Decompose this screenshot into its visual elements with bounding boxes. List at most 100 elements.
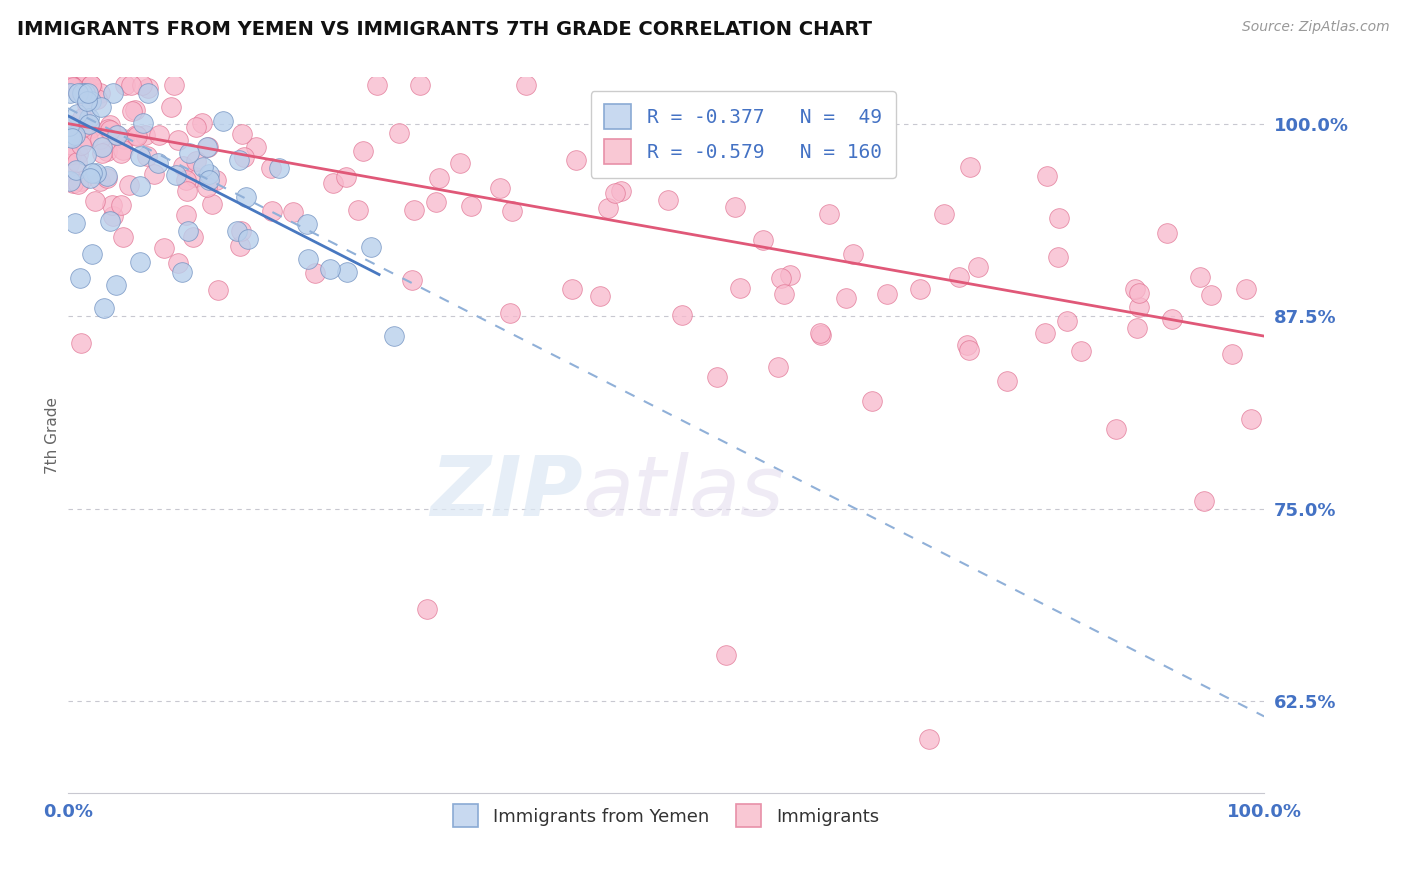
Point [197,140,219,154]
Point [104,128,127,143]
Point [80,95,103,109]
Point [120,78,142,92]
Point [207,283,229,297]
Point [201,196,224,211]
Point [98,123,121,137]
Point [65,162,87,177]
Point [1123,281,1146,295]
Point [165,169,187,183]
Point [918,732,941,747]
Point [58,120,80,134]
Point [297,252,319,267]
Point [70,174,93,188]
Point [124,103,146,117]
Point [172,265,194,279]
Point [1222,347,1244,361]
Point [352,145,374,159]
Point [236,232,259,246]
Point [89,132,111,146]
Point [136,81,159,95]
Point [93,301,115,316]
Point [129,149,152,163]
Point [228,153,250,168]
Point [956,338,979,352]
Point [231,127,253,141]
Point [401,273,423,287]
Point [1188,269,1211,284]
Point [769,140,792,154]
Point [84,166,107,180]
Point [101,198,124,212]
Point [195,139,218,153]
Point [195,180,218,194]
Point [205,172,228,186]
Point [191,116,214,130]
Point [134,128,156,142]
Point [281,205,304,219]
Point [166,133,188,147]
Point [112,132,135,146]
Point [89,86,111,100]
Point [1056,314,1078,328]
Point [404,202,426,217]
Point [997,374,1019,388]
Point [86,91,108,105]
Point [766,360,789,375]
Point [605,186,627,201]
Point [101,209,124,223]
Point [176,173,198,187]
Point [1105,423,1128,437]
Point [58,157,80,171]
Point [425,195,447,210]
Point [499,305,522,319]
Point [89,174,111,188]
Point [176,184,198,198]
Point [66,107,89,121]
Point [336,265,359,279]
Point [70,336,93,351]
Point [429,171,451,186]
Point [163,78,186,92]
Point [808,326,831,340]
Point [810,327,832,342]
Text: atlas: atlas [582,452,785,533]
Point [212,114,235,128]
Point [77,86,100,100]
Point [62,177,84,191]
Text: Source: ZipAtlas.com: Source: ZipAtlas.com [1241,20,1389,34]
Point [501,204,523,219]
Point [489,181,512,195]
Point [148,128,170,142]
Point [105,128,128,143]
Point [142,167,165,181]
Point [69,270,91,285]
Point [80,78,103,92]
Point [70,78,93,92]
Point [322,176,344,190]
Point [779,268,801,282]
Point [714,648,737,662]
Point [657,193,679,207]
Point [176,208,198,222]
Point [818,207,841,221]
Point [75,147,97,161]
Point [72,111,94,125]
Point [589,289,612,303]
Point [69,122,91,136]
Point [177,146,200,161]
Point [226,223,249,237]
Point [191,160,214,174]
Text: IMMIGRANTS FROM YEMEN VS IMMIGRANTS 7TH GRADE CORRELATION CHART: IMMIGRANTS FROM YEMEN VS IMMIGRANTS 7TH … [17,20,872,38]
Point [80,121,103,136]
Point [304,267,326,281]
Point [724,200,747,214]
Point [860,394,883,409]
Point [934,206,956,220]
Point [96,144,118,158]
Legend: Immigrants from Yemen, Immigrants: Immigrants from Yemen, Immigrants [446,797,886,834]
Point [1194,493,1216,508]
Point [876,287,898,301]
Point [167,256,190,270]
Point [60,131,83,145]
Point [59,172,82,186]
